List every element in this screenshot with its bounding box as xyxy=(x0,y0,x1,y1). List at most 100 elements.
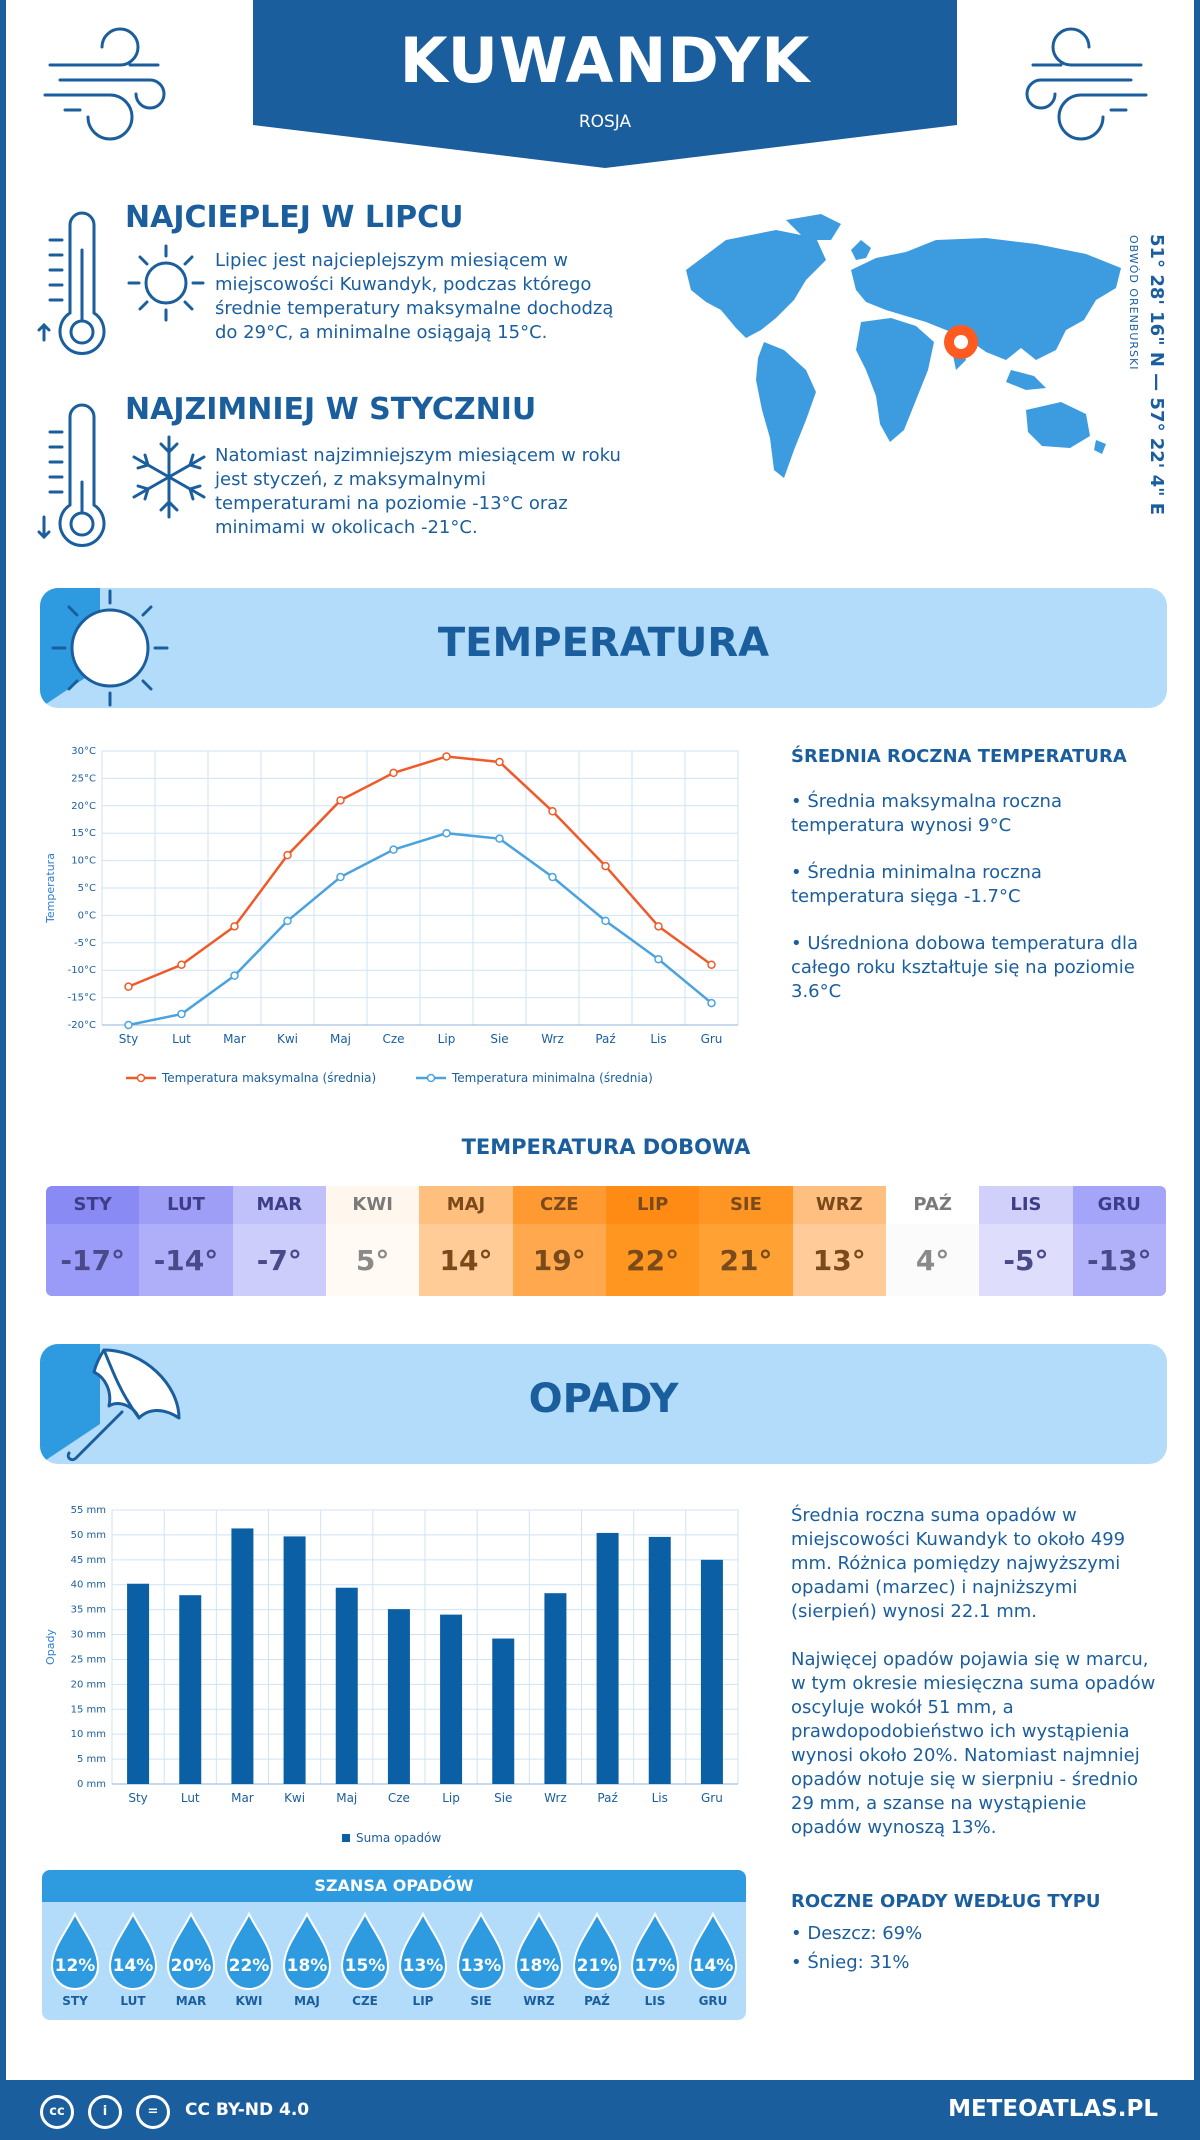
y-tick-label: 15°C xyxy=(71,828,96,839)
temperature-chart: -20°C -15°C -10°C -5°C 0°C 5°C 10°C 15°C 20°C 25°… xyxy=(44,746,739,1085)
legend-label: Temperatura minimalna (średnia) xyxy=(451,1071,653,1085)
daily-month-label: STY xyxy=(46,1186,140,1224)
raindrop-icon xyxy=(688,1912,738,1990)
raindrop-icon xyxy=(630,1912,680,1990)
daily-temperature-value: 19° xyxy=(512,1224,606,1296)
precipitation-drop: 14% GRU xyxy=(686,1912,740,2012)
daily-temperature-cell: LIS -5° xyxy=(979,1186,1073,1296)
y-tick-label: 30 mm xyxy=(71,1630,106,1641)
x-tick-label: Lip xyxy=(442,1791,460,1805)
daily-temperature-value: -7° xyxy=(232,1224,326,1296)
data-point xyxy=(601,916,610,926)
raindrop-icon xyxy=(108,1912,158,1990)
x-tick-label: Lis xyxy=(652,1791,668,1805)
x-tick-label: Lip xyxy=(438,1032,456,1046)
legend-marker xyxy=(136,1073,146,1083)
y-tick-label: -20°C xyxy=(68,1020,96,1031)
attribution-icon: i xyxy=(88,2095,122,2129)
data-point xyxy=(283,850,292,860)
cc-icon: cc xyxy=(40,2095,74,2129)
y-tick-label: 5 mm xyxy=(77,1754,106,1765)
daily-temperature-cell: LUT -14° xyxy=(139,1186,233,1296)
x-tick-label: Kwi xyxy=(277,1032,298,1046)
y-tick-label: -10°C xyxy=(68,965,96,976)
temperature-bullet: • Średnia minimalna roczna temperatura s… xyxy=(791,862,1042,907)
warmest-text: Lipiec jest najcieplejszym miesiącem w m… xyxy=(215,250,614,343)
raindrop-icon xyxy=(514,1912,564,1990)
sun-icon xyxy=(127,244,205,322)
x-tick-label: Gru xyxy=(701,1032,723,1046)
daily-temperature-value: 13° xyxy=(792,1224,886,1296)
data-point xyxy=(495,757,504,767)
bar xyxy=(596,1532,619,1784)
city-title: KUWANDYK xyxy=(399,24,811,97)
daily-temperature-cell: CZE 19° xyxy=(512,1186,606,1296)
raindrop-icon xyxy=(456,1912,506,1990)
snowflake-icon xyxy=(132,435,206,519)
daily-temperature-value: 4° xyxy=(885,1224,980,1296)
daily-month-label: MAR xyxy=(232,1186,326,1224)
data-point xyxy=(601,861,610,871)
precipitation-chance-value: 18% xyxy=(518,1956,560,1976)
page: KUWANDYK ROSJA NAJCIEPLEJ W LIPCU Lipiec… xyxy=(6,0,1194,2080)
precipitation-chance-month: SIE xyxy=(470,1994,492,2008)
y-tick-label: 20°C xyxy=(71,801,96,812)
daily-month-label: LIS xyxy=(979,1186,1073,1224)
precipitation-type-title: ROCZNE OPADY WEDŁUG TYPU xyxy=(791,1891,1101,1912)
x-tick-label: Maj xyxy=(330,1032,351,1046)
daily-temperature-cell: SIE 21° xyxy=(699,1186,793,1296)
x-tick-label: Sie xyxy=(494,1791,512,1805)
data-point xyxy=(707,998,716,1008)
data-point xyxy=(548,872,557,882)
y-tick-label: 40 mm xyxy=(71,1580,106,1591)
precipitation-chance-month: CZE xyxy=(352,1994,378,2008)
precipitation-drop: 20% MAR xyxy=(164,1912,218,2012)
temperature-bullet: • Średnia maksymalna roczna temperatura … xyxy=(791,791,1062,836)
y-tick-label: 25 mm xyxy=(71,1654,106,1665)
y-tick-label: 30°C xyxy=(71,746,96,757)
raindrop-icon xyxy=(50,1912,100,1990)
precipitation-chance-drops: 12% STY 14% LUT 20% MAR 22% KWI 18% MAJ 15% CZE 13% L… xyxy=(42,1912,746,2012)
precipitation-chance-value: 21% xyxy=(576,1956,618,1976)
y-tick-label: 10 mm xyxy=(71,1729,106,1740)
x-tick-label: Wrz xyxy=(541,1032,564,1046)
data-point xyxy=(230,971,239,980)
x-tick-label: Gru xyxy=(701,1791,723,1805)
precipitation-chance-month: MAR xyxy=(175,1994,207,2008)
raindrop-icon xyxy=(282,1912,332,1990)
temperature-section-header: TEMPERATURA xyxy=(40,588,1167,708)
precipitation-drop: 17% LIS xyxy=(628,1912,682,2012)
site-link[interactable]: METEOATLAS.PL xyxy=(948,2096,1158,2122)
x-tick-label: Paź xyxy=(595,1032,615,1046)
header-banner: KUWANDYK ROSJA xyxy=(253,0,957,168)
precipitation-drop: 21% PAŹ xyxy=(570,1912,624,2012)
precipitation-chance-value: 13% xyxy=(460,1956,502,1976)
precipitation-chance-value: 13% xyxy=(402,1956,444,1976)
daily-temperature-cell: KWI 5° xyxy=(325,1186,420,1296)
legend-marker xyxy=(342,1834,350,1842)
data-point xyxy=(707,960,716,969)
daily-month-label: SIE xyxy=(699,1186,793,1224)
x-tick-label: Sie xyxy=(490,1032,508,1046)
x-tick-label: Mar xyxy=(223,1032,246,1046)
precipitation-drop: 14% LUT xyxy=(106,1912,160,2012)
daily-temperature-value: 14° xyxy=(419,1224,513,1296)
x-tick-label: Paź xyxy=(597,1791,617,1805)
precipitation-drop: 18% MAJ xyxy=(280,1912,334,2012)
bar xyxy=(700,1559,723,1784)
data-point xyxy=(389,768,398,778)
coldest-title: NAJZIMNIEJ W STYCZNIU xyxy=(125,392,537,427)
coordinates: 51° 28' 16" N — 57° 22' 4" E xyxy=(1146,234,1167,515)
thermometer-cold-icon xyxy=(37,403,106,547)
y-tick-label: 5°C xyxy=(78,883,96,894)
x-tick-label: Kwi xyxy=(284,1791,305,1805)
y-axis-label: Opady xyxy=(44,1629,57,1665)
daily-month-label: WRZ xyxy=(792,1186,886,1224)
bar xyxy=(231,1528,254,1784)
precipitation-text-1: Średnia roczna suma opadów w miejscowośc… xyxy=(791,1505,1126,1622)
x-tick-label: Sty xyxy=(128,1791,147,1805)
y-tick-label: 25°C xyxy=(71,773,96,784)
bar xyxy=(179,1595,202,1784)
series-line xyxy=(128,755,713,988)
legend-label: Suma opadów xyxy=(356,1831,441,1845)
